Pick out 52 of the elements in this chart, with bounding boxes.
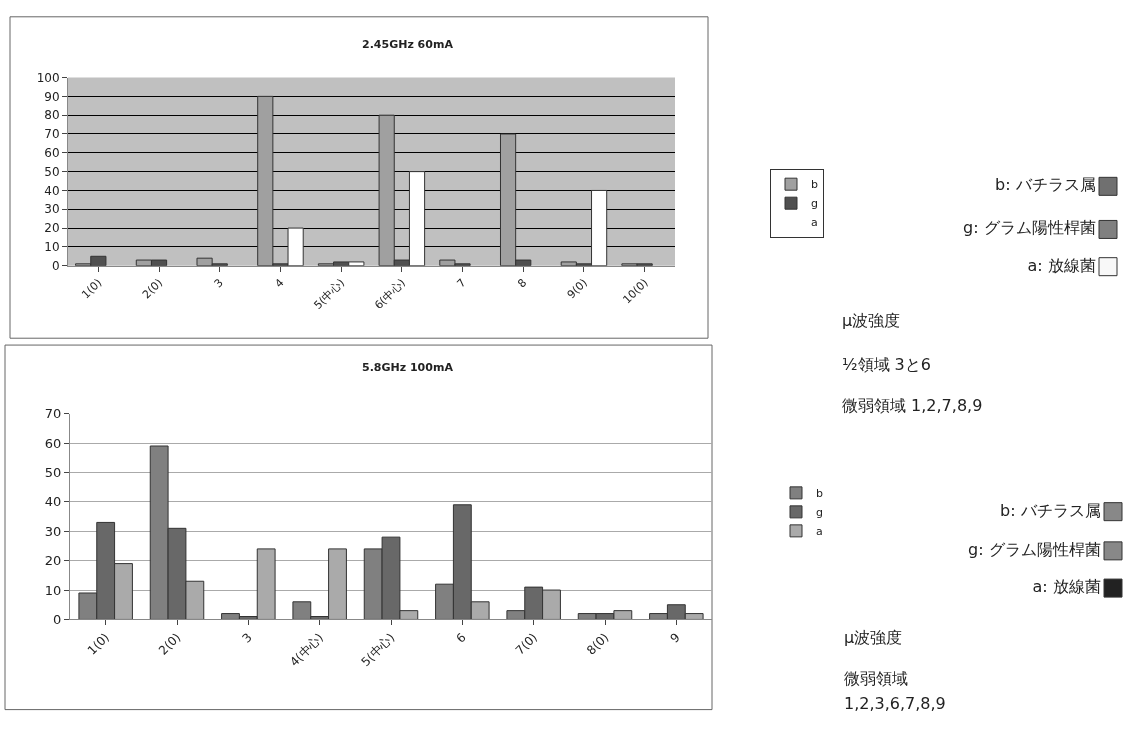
y-tick-label: 40 bbox=[44, 183, 60, 198]
x-tick-label: 4(中心) bbox=[287, 630, 327, 670]
y-tick-label: 0 bbox=[51, 258, 60, 273]
y-tick-label: 20 bbox=[44, 553, 62, 569]
y-tick-label: 0 bbox=[53, 612, 62, 627]
legend-label: b bbox=[816, 487, 823, 501]
y-tick-label: 40 bbox=[44, 494, 62, 510]
x-tick-label: 9 bbox=[667, 630, 683, 646]
x-tick-label: 3 bbox=[211, 276, 226, 291]
legend-label: g: グラム陽性桿菌 bbox=[963, 218, 1096, 238]
chart-title: 2.45GHz 60mA bbox=[362, 38, 454, 51]
y-tick-label: 90 bbox=[44, 89, 60, 104]
legend-label: a: 放線菌 bbox=[1027, 255, 1096, 275]
text: 微弱領域 1,2,7,8,9 bbox=[842, 396, 983, 415]
y-tick-label: 50 bbox=[44, 465, 62, 481]
legend-label: b: バチラス属 bbox=[1000, 500, 1101, 520]
x-tick-label: 4 bbox=[272, 276, 287, 291]
x-tick-label: 8 bbox=[515, 276, 530, 291]
x-tick-label: 5(中心) bbox=[358, 630, 398, 670]
legend-label: g bbox=[816, 506, 823, 520]
x-tick-label: 7 bbox=[454, 276, 469, 291]
y-tick-label: 80 bbox=[44, 108, 60, 123]
legend-label: g bbox=[811, 197, 818, 211]
y-tick-label: 70 bbox=[44, 406, 62, 422]
text: μ波強度 bbox=[842, 311, 901, 330]
text: 微弱領域 bbox=[844, 669, 908, 688]
text: ½領域 3と6 bbox=[842, 355, 931, 374]
x-tick-label: 6 bbox=[453, 630, 469, 646]
y-tick-label: 100 bbox=[36, 70, 60, 85]
y-tick-label: 10 bbox=[44, 582, 62, 598]
y-tick-label: 10 bbox=[44, 240, 60, 255]
y-tick-label: 30 bbox=[44, 202, 60, 217]
x-tick-label: 5(中心) bbox=[311, 276, 348, 312]
legend-label: b: バチラス属 bbox=[995, 175, 1096, 195]
text: a bbox=[811, 216, 818, 230]
y-tick-label: 50 bbox=[44, 164, 60, 179]
chart-title: 5.8GHz 100mA bbox=[362, 361, 454, 374]
x-tick-label: 8(0) bbox=[584, 630, 612, 658]
x-tick-label: 7(0) bbox=[512, 630, 541, 658]
text: 1,2,3,6,7,8,9 bbox=[844, 694, 946, 713]
y-tick-label: 60 bbox=[44, 146, 60, 161]
x-tick-label: 3 bbox=[239, 630, 255, 646]
y-tick-label: 60 bbox=[44, 435, 62, 451]
y-tick-label: 30 bbox=[44, 523, 62, 539]
x-tick-label: 6(中心) bbox=[372, 276, 408, 312]
y-tick-label: 70 bbox=[44, 127, 60, 142]
text: μ波強度 bbox=[844, 628, 903, 647]
legend-label: a bbox=[816, 525, 823, 539]
legend-label: b bbox=[811, 178, 818, 192]
legend-label: a: 放線菌 bbox=[1032, 577, 1101, 597]
legend-label: g: グラム陽性桿菌 bbox=[968, 539, 1101, 559]
y-tick-label: 20 bbox=[44, 221, 60, 236]
